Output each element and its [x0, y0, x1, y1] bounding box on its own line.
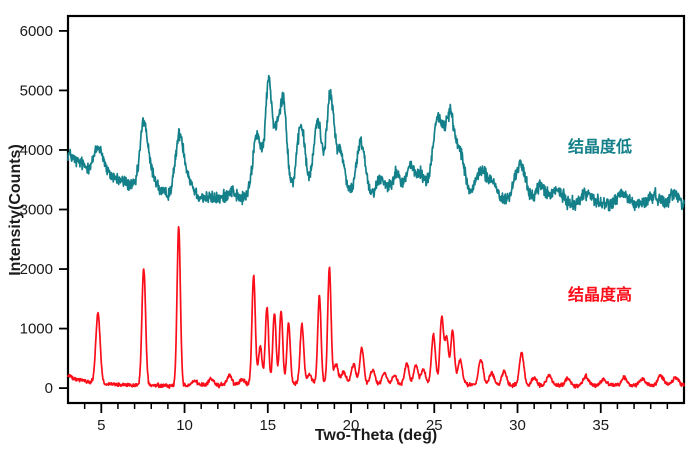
y-tick-label: 1000	[20, 321, 53, 338]
y-axis-ticks: 0 1000 2000 3000 4000 5000 6000	[20, 23, 68, 397]
series-paths	[67, 74, 685, 389]
x-tick-label: 35	[592, 417, 609, 434]
x-axis-title: Two-Theta (deg)	[315, 427, 437, 444]
y-tick-label: 0	[45, 380, 53, 397]
x-tick-label: 30	[509, 417, 526, 434]
x-tick-label: 25	[426, 417, 443, 434]
series-line-high-crystallinity	[67, 225, 685, 389]
y-tick-label: 6000	[20, 23, 53, 40]
y-tick-label: 2000	[20, 261, 53, 278]
y-axis-title: Intensity(Counts)	[7, 144, 24, 276]
x-tick-label: 10	[176, 417, 193, 434]
x-tick-label: 15	[259, 417, 276, 434]
x-tick-label: 5	[97, 417, 105, 434]
series-line-low-crystallinity	[67, 74, 685, 212]
x-axis-ticks: 5 10 15 20 25 30 35	[83, 403, 669, 434]
y-tick-label: 3000	[20, 202, 53, 219]
plot-frame	[66, 14, 686, 405]
y-tick-label: 4000	[20, 142, 53, 159]
series-label-low-crystallinity: 结晶度低	[567, 137, 632, 156]
x-tick-label: 20	[343, 417, 360, 434]
y-tick-label: 5000	[20, 82, 53, 99]
series-label-high-crystallinity: 结晶度高	[567, 285, 632, 304]
